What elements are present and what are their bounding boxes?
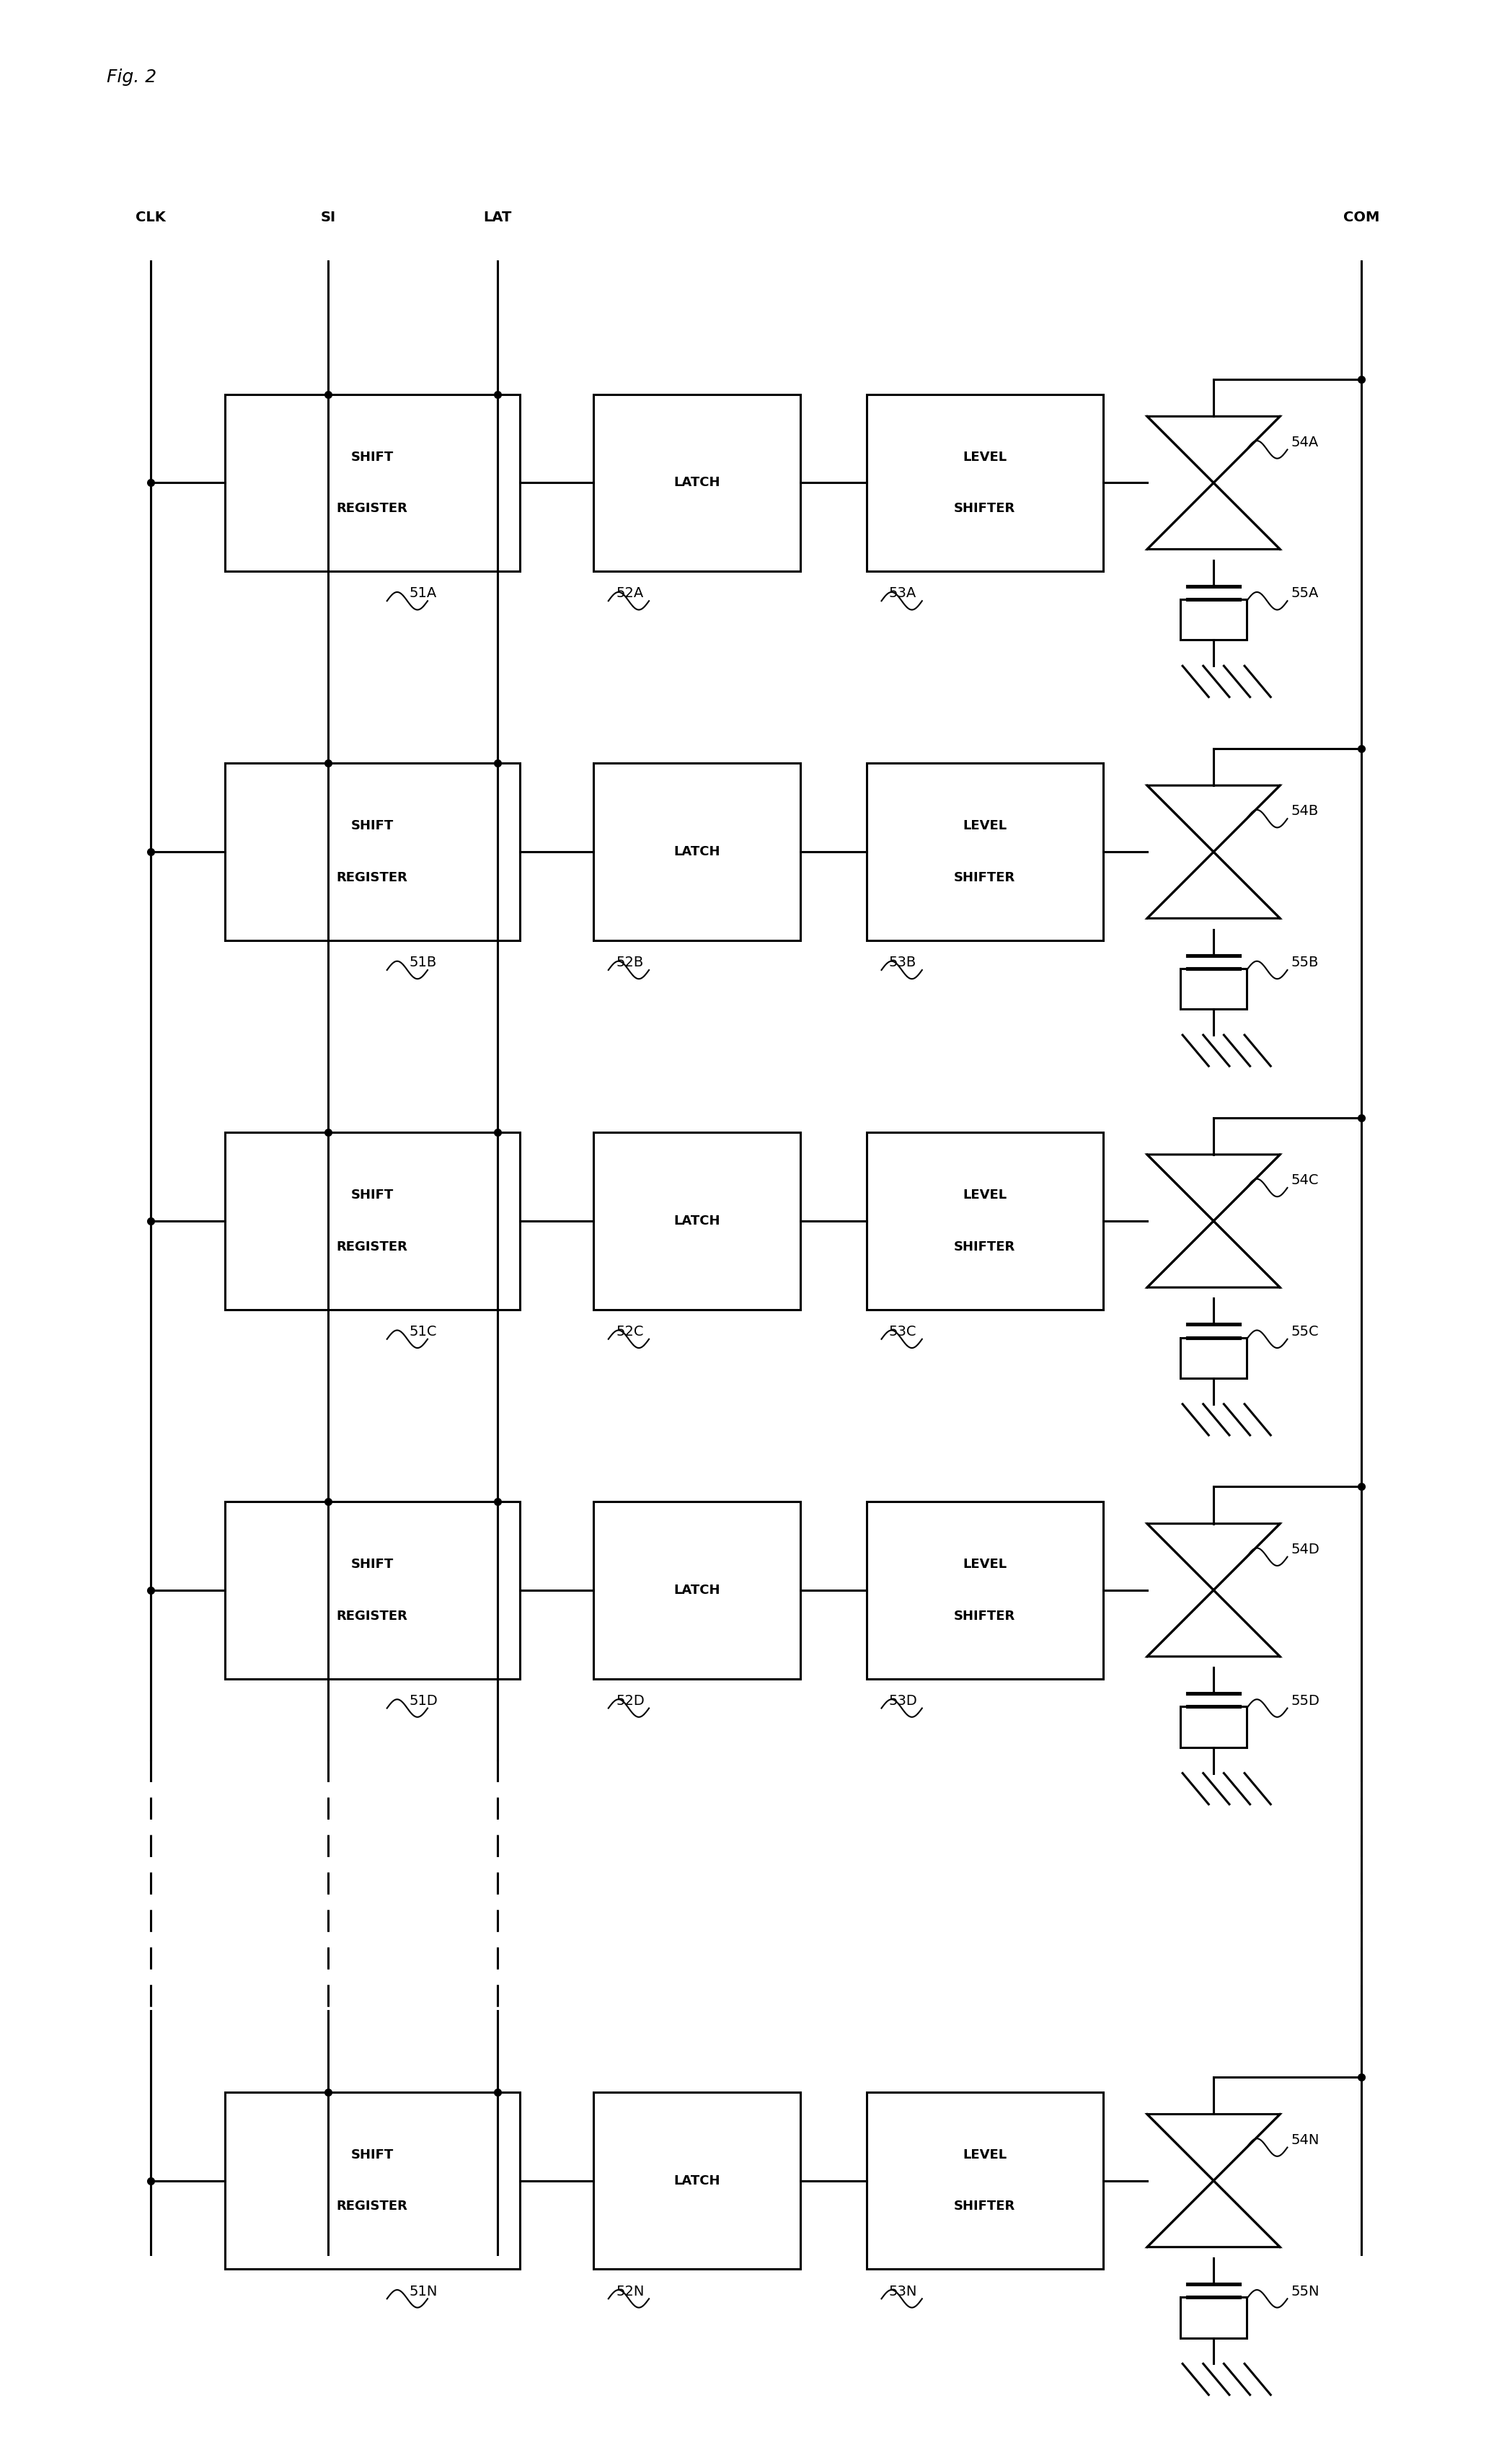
Bar xyxy=(1181,598,1247,640)
Text: LEVEL: LEVEL xyxy=(963,1189,1007,1201)
Text: LEVEL: LEVEL xyxy=(963,821,1007,833)
Bar xyxy=(225,1502,520,1678)
Text: 54C: 54C xyxy=(1291,1175,1318,1187)
Bar xyxy=(866,393,1102,571)
Bar xyxy=(866,1502,1102,1678)
Text: CLK: CLK xyxy=(136,210,166,225)
Text: LATCH: LATCH xyxy=(674,1214,720,1228)
Text: REGISTER: REGISTER xyxy=(337,1609,408,1621)
Bar xyxy=(866,764,1102,940)
Text: LATCH: LATCH xyxy=(674,2173,720,2188)
Text: SHIFTER: SHIFTER xyxy=(954,872,1016,884)
Text: 55A: 55A xyxy=(1291,586,1318,601)
Text: SHIFTER: SHIFTER xyxy=(954,1241,1016,1253)
Bar xyxy=(594,764,800,940)
Text: SHIFT: SHIFT xyxy=(351,2149,393,2161)
Text: REGISTER: REGISTER xyxy=(337,503,408,515)
Text: 52A: 52A xyxy=(615,586,644,601)
Text: 54A: 54A xyxy=(1291,435,1318,449)
Text: SHIFT: SHIFT xyxy=(351,1558,393,1570)
Text: 51A: 51A xyxy=(410,586,437,601)
Text: 54N: 54N xyxy=(1291,2134,1320,2147)
Text: 53N: 53N xyxy=(889,2286,918,2298)
Text: LATCH: LATCH xyxy=(674,476,720,488)
Bar xyxy=(225,393,520,571)
Text: 51D: 51D xyxy=(410,1695,438,1707)
Text: Fig. 2: Fig. 2 xyxy=(106,68,156,85)
Text: SHIFT: SHIFT xyxy=(351,821,393,833)
Text: SHIFTER: SHIFTER xyxy=(954,1609,1016,1621)
Text: REGISTER: REGISTER xyxy=(337,1241,408,1253)
Bar xyxy=(1181,1338,1247,1377)
Bar xyxy=(1181,1707,1247,1748)
Bar xyxy=(594,1502,800,1678)
Text: 51B: 51B xyxy=(410,955,437,969)
Text: SHIFTER: SHIFTER xyxy=(954,2200,1016,2212)
Text: LEVEL: LEVEL xyxy=(963,1558,1007,1570)
Text: 51N: 51N xyxy=(410,2286,437,2298)
Text: SI: SI xyxy=(321,210,336,225)
Text: 52N: 52N xyxy=(615,2286,644,2298)
Text: 55N: 55N xyxy=(1291,2286,1320,2298)
Text: 54D: 54D xyxy=(1291,1543,1320,1556)
Text: 52C: 52C xyxy=(615,1326,644,1338)
Bar xyxy=(866,2093,1102,2269)
Text: COM: COM xyxy=(1343,210,1379,225)
Text: 51C: 51C xyxy=(410,1326,437,1338)
Bar xyxy=(594,2093,800,2269)
Bar xyxy=(225,764,520,940)
Text: LAT: LAT xyxy=(484,210,513,225)
Text: REGISTER: REGISTER xyxy=(337,2200,408,2212)
Text: 52D: 52D xyxy=(615,1695,644,1707)
Text: LEVEL: LEVEL xyxy=(963,449,1007,464)
Text: 53D: 53D xyxy=(889,1695,918,1707)
Text: 53C: 53C xyxy=(889,1326,916,1338)
Bar xyxy=(225,2093,520,2269)
Text: LEVEL: LEVEL xyxy=(963,2149,1007,2161)
Text: LATCH: LATCH xyxy=(674,845,720,860)
Text: LATCH: LATCH xyxy=(674,1582,720,1597)
Bar xyxy=(594,1133,800,1309)
Text: 52B: 52B xyxy=(615,955,644,969)
Text: 53B: 53B xyxy=(889,955,916,969)
Text: 55C: 55C xyxy=(1291,1326,1318,1338)
Text: SHIFT: SHIFT xyxy=(351,449,393,464)
Bar xyxy=(1181,2298,1247,2337)
Bar xyxy=(225,1133,520,1309)
Text: 55D: 55D xyxy=(1291,1695,1320,1707)
Bar xyxy=(866,1133,1102,1309)
Text: SHIFT: SHIFT xyxy=(351,1189,393,1201)
Text: 53A: 53A xyxy=(889,586,916,601)
Text: REGISTER: REGISTER xyxy=(337,872,408,884)
Text: SHIFTER: SHIFTER xyxy=(954,503,1016,515)
Bar xyxy=(594,393,800,571)
Bar xyxy=(1181,969,1247,1009)
Text: 55B: 55B xyxy=(1291,955,1318,969)
Text: 54B: 54B xyxy=(1291,803,1318,818)
